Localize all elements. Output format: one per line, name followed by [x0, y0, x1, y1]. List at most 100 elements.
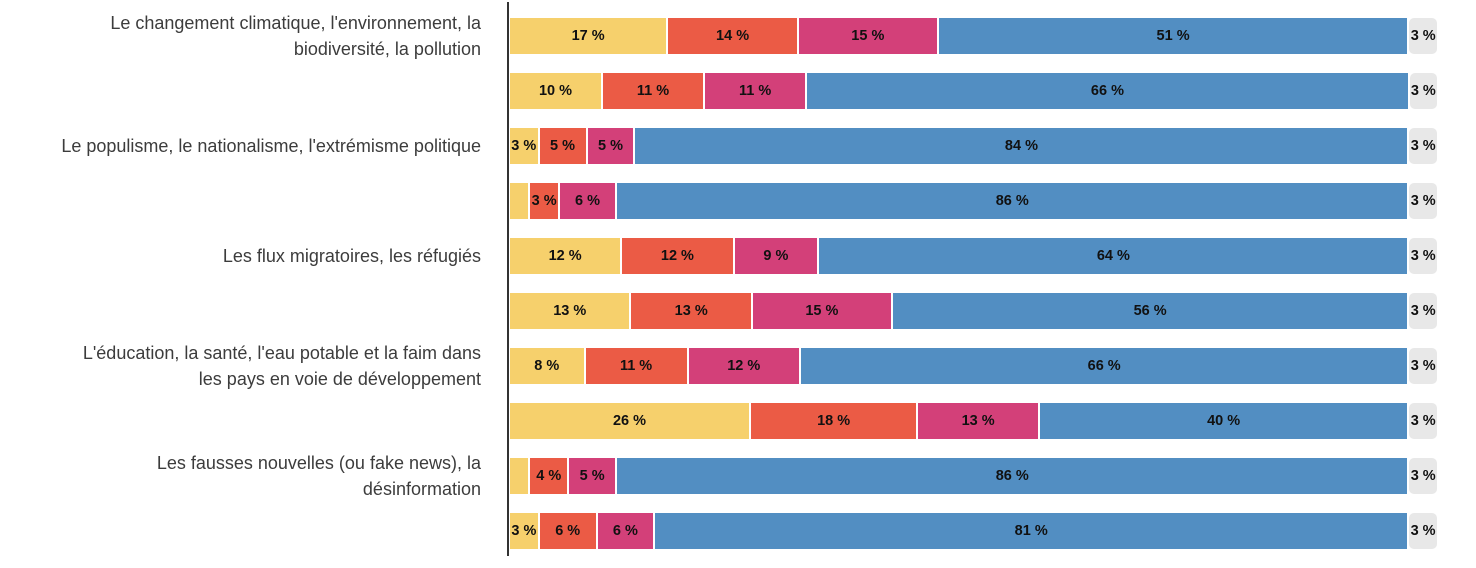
- segment-value-label: 3 %: [511, 138, 537, 154]
- category-label-column: Le populisme, le nationalisme, l'extrémi…: [0, 128, 494, 219]
- bar-segment-magenta: 15 %: [798, 18, 937, 54]
- bar-segment-blue: 81 %: [655, 513, 1408, 549]
- segment-value-label: 40 %: [1207, 413, 1241, 429]
- bars-column: 4 % 5 % 86 % 3 % 3 % 6 % 6 % 81 % 3 %: [494, 458, 1476, 549]
- bar-segment-magenta: 11 %: [705, 73, 806, 109]
- segment-value-label: 3 %: [511, 523, 537, 539]
- segment-value-label: 12 %: [548, 248, 582, 264]
- segment-value-label: 3 %: [531, 193, 557, 209]
- chart-groups: Le changement climatique, l'environnemen…: [0, 13, 1476, 549]
- bar-segment-orange: 3 %: [530, 183, 558, 219]
- bar-segment-gray: 3 %: [1409, 73, 1437, 109]
- stacked-bar: 3 % 5 % 5 % 84 % 3 %: [510, 128, 1437, 164]
- bar-segment-gray: 3 %: [1409, 513, 1437, 549]
- category-group: Le changement climatique, l'environnemen…: [0, 13, 1476, 109]
- stacked-bar: 3 % 6 % 86 % 3 %: [510, 183, 1437, 219]
- bar-segment-yellow: 3 %: [510, 513, 538, 549]
- category-label: L'éducation, la santé, l'eau potable et …: [82, 343, 481, 389]
- category-label-box: Les fausses nouvelles (ou fake news), la…: [0, 453, 481, 499]
- segment-value-label: 8 %: [534, 358, 560, 374]
- bar-segment-yellow: 10 %: [510, 73, 601, 109]
- bar-segment-yellow: 17 %: [510, 18, 667, 54]
- bar-segment-blue: 40 %: [1039, 403, 1408, 439]
- segment-value-label: 13 %: [553, 303, 587, 319]
- bar-segment-orange: 4 %: [530, 458, 568, 494]
- bar-segment-blue: 84 %: [635, 128, 1408, 164]
- segment-value-label: 12 %: [727, 358, 761, 374]
- category-label-column: L'éducation, la santé, l'eau potable et …: [0, 343, 494, 439]
- stacked-bar: 12 % 12 % 9 % 64 % 3 %: [510, 238, 1437, 274]
- segment-value-label: 9 %: [763, 248, 789, 264]
- segment-value-label: 4 %: [536, 468, 562, 484]
- category-label-box: L'éducation, la santé, l'eau potable et …: [0, 343, 481, 389]
- segment-value-label: 11 %: [636, 83, 670, 99]
- segment-value-label: 66 %: [1087, 358, 1121, 374]
- bar-segment-yellow: 3 %: [510, 128, 538, 164]
- bar-segment-gray: 3 %: [1409, 128, 1437, 164]
- bar-segment-orange: 11 %: [585, 348, 687, 384]
- category-label: Le populisme, le nationalisme, l'extrémi…: [61, 136, 481, 156]
- segment-value-label: 86 %: [995, 193, 1029, 209]
- segment-value-label: 3 %: [1410, 523, 1436, 539]
- bars-column: 12 % 12 % 9 % 64 % 3 % 13 % 13 % 15 % 56 % 3 %: [494, 238, 1476, 329]
- segment-value-label: 6 %: [555, 523, 581, 539]
- bars-column: 17 % 14 % 15 % 51 % 3 % 10 % 11 % 11 % 66 % 3 %: [494, 18, 1476, 109]
- category-group: Les fausses nouvelles (ou fake news), la…: [0, 453, 1476, 549]
- segment-value-label: 3 %: [1410, 303, 1436, 319]
- bar-segment-blue: 51 %: [938, 18, 1408, 54]
- bar-segment-orange: 11 %: [602, 73, 704, 109]
- bar-segment-gray: 3 %: [1409, 348, 1437, 384]
- segment-value-label: 11 %: [619, 358, 653, 374]
- bar-segment-magenta: 5 %: [587, 128, 634, 164]
- bar-segment-yellow: 13 %: [510, 293, 630, 329]
- segment-value-label: 13 %: [674, 303, 708, 319]
- bar-segment-magenta: 5 %: [569, 458, 616, 494]
- segment-value-label: 3 %: [1410, 468, 1436, 484]
- segment-value-label: 17 %: [571, 28, 605, 44]
- category-group: L'éducation, la santé, l'eau potable et …: [0, 343, 1476, 439]
- bar-segment-gray: 3 %: [1409, 403, 1437, 439]
- bar-segment-magenta: 6 %: [597, 513, 654, 549]
- bar-segment-yellow: [510, 183, 529, 219]
- segment-value-label: 64 %: [1096, 248, 1130, 264]
- segment-value-label: 3 %: [1410, 138, 1436, 154]
- y-axis-line: [507, 2, 509, 556]
- bar-segment-yellow: 12 %: [510, 238, 621, 274]
- segment-value-label: 5 %: [550, 138, 576, 154]
- category-label-column: Les flux migratoires, les réfugiés: [0, 238, 494, 329]
- bar-segment-yellow: [510, 458, 529, 494]
- segment-value-label: 3 %: [1410, 28, 1436, 44]
- segment-value-label: 3 %: [1410, 358, 1436, 374]
- segment-value-label: 84 %: [1004, 138, 1038, 154]
- segment-value-label: 13 %: [961, 413, 995, 429]
- bar-segment-gray: 3 %: [1409, 458, 1437, 494]
- bar-segment-blue: 64 %: [819, 238, 1408, 274]
- bar-segment-blue: 66 %: [807, 73, 1408, 109]
- segment-value-label: 56 %: [1133, 303, 1167, 319]
- bar-segment-blue: 66 %: [800, 348, 1408, 384]
- segment-value-label: 10 %: [538, 83, 573, 99]
- bar-segment-magenta: 6 %: [559, 183, 616, 219]
- stacked-bar: 13 % 13 % 15 % 56 % 3 %: [510, 293, 1437, 329]
- segment-value-label: 6 %: [575, 193, 600, 209]
- stacked-bar: 10 % 11 % 11 % 66 % 3 %: [510, 73, 1437, 109]
- segment-value-label: 51 %: [1156, 28, 1190, 44]
- bar-segment-magenta: 9 %: [734, 238, 818, 274]
- bar-segment-orange: 12 %: [622, 238, 733, 274]
- bar-segment-orange: 6 %: [539, 513, 596, 549]
- segment-value-label: 5 %: [579, 468, 605, 484]
- segment-value-label: 81 %: [1014, 523, 1048, 539]
- bar-segment-gray: 3 %: [1409, 238, 1437, 274]
- segment-value-label: 3 %: [1410, 193, 1436, 209]
- bar-segment-blue: 56 %: [892, 293, 1408, 329]
- segment-value-label: 15 %: [851, 28, 885, 44]
- category-group: Le populisme, le nationalisme, l'extrémi…: [0, 128, 1476, 219]
- bar-segment-orange: 18 %: [750, 403, 917, 439]
- bars-column: 3 % 5 % 5 % 84 % 3 % 3 % 6 % 86 % 3 %: [494, 128, 1476, 219]
- category-label-box: Le changement climatique, l'environnemen…: [0, 13, 481, 59]
- category-label: Les fausses nouvelles (ou fake news), la…: [156, 453, 481, 499]
- segment-value-label: 3 %: [1410, 248, 1436, 264]
- segment-value-label: 86 %: [995, 468, 1029, 484]
- stacked-bar: 3 % 6 % 6 % 81 % 3 %: [510, 513, 1437, 549]
- category-label: Les flux migratoires, les réfugiés: [222, 246, 481, 266]
